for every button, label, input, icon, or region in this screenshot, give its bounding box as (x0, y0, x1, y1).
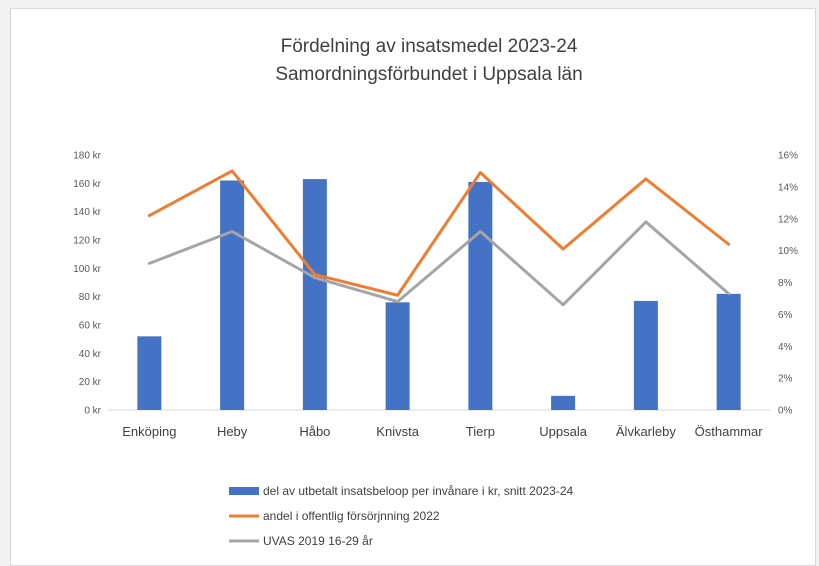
chart-area: Fördelning av insatsmedel 2023-24 Samord… (10, 8, 816, 566)
left-tick-label: 0 kr (84, 406, 101, 417)
line-series-2 (147, 220, 731, 307)
right-tick-label: 8% (778, 278, 793, 289)
left-tick-label: 120 kr (73, 236, 101, 247)
bar-series (137, 179, 741, 410)
bar-tierp (468, 181, 493, 410)
legend: del av utbetalt insatsbeloop per invånar… (229, 484, 574, 548)
left-tick-label: 20 kr (79, 377, 102, 388)
chart-subtitle: Samordningsförbundet i Uppsala län (275, 64, 582, 85)
bar-östhammar (716, 293, 741, 410)
left-axis-ticks: 0 kr 20 kr 40 kr 60 kr 80 kr 100 kr 120 kr 140 … (73, 151, 101, 417)
category-label: Älvkarleby (616, 424, 676, 439)
right-tick-label: 4% (778, 342, 793, 353)
chart-title: Fördelning av insatsmedel 2023-24 (281, 36, 578, 57)
bar-älvkarleby (633, 300, 658, 410)
right-tick-label: 6% (778, 310, 793, 321)
legend-label: andel i offentlig försörjnning 2022 (263, 509, 440, 523)
category-label: Enköping (122, 424, 176, 439)
category-label: Knivsta (376, 424, 419, 439)
right-axis-ticks: 0% 2% 4% 6% 8% 10% 12% 14% 16% (778, 151, 798, 417)
category-labels: Enköping Heby Håbo Knivsta Tierp Uppsala Älvka… (122, 424, 763, 439)
left-tick-label: 160 kr (73, 179, 101, 190)
left-tick-label: 60 kr (79, 321, 102, 332)
right-tick-label: 16% (778, 151, 798, 162)
bar-uppsala (551, 395, 576, 410)
legend-swatch-bar (229, 487, 259, 495)
line-series (147, 169, 731, 307)
right-tick-label: 12% (778, 214, 798, 225)
right-tick-label: 2% (778, 374, 793, 385)
category-label: Heby (217, 424, 248, 439)
left-tick-label: 40 kr (79, 349, 102, 360)
right-tick-label: 10% (778, 246, 798, 257)
bar-enköping (137, 336, 162, 410)
legend-label: del av utbetalt insatsbeloop per invånar… (263, 484, 574, 498)
bar-heby (220, 180, 245, 410)
bar-håbo (302, 179, 327, 410)
left-tick-label: 140 kr (73, 207, 101, 218)
category-label: Uppsala (539, 424, 587, 439)
left-tick-label: 180 kr (73, 151, 101, 162)
left-tick-label: 100 kr (73, 264, 101, 275)
category-label: Håbo (299, 424, 330, 439)
right-tick-label: 14% (778, 182, 798, 193)
left-tick-label: 80 kr (79, 292, 102, 303)
line-series-1 (147, 169, 731, 297)
legend-label: UVAS 2019 16-29 år (263, 534, 373, 548)
category-label: Östhammar (695, 424, 764, 439)
combo-chart: Fördelning av insatsmedel 2023-24 Samord… (73, 36, 798, 548)
bar-knivsta (385, 302, 410, 410)
category-label: Tierp (466, 424, 495, 439)
right-tick-label: 0% (778, 406, 793, 417)
